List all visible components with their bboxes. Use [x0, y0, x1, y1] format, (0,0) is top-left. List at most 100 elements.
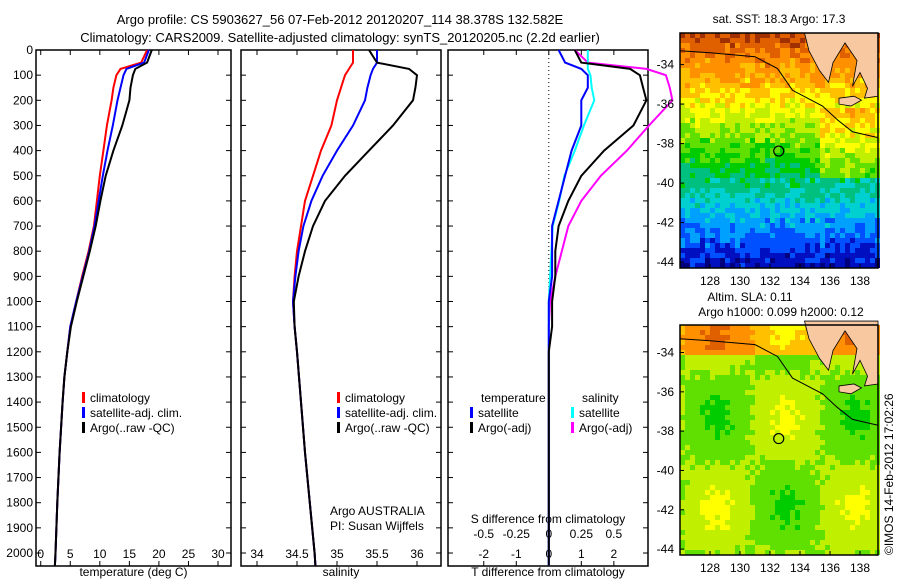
- map-cell: [705, 540, 710, 545]
- map-cell: [760, 530, 765, 535]
- map-cell: [790, 475, 795, 480]
- map-cell: [715, 38, 720, 43]
- map-cell: [680, 103, 685, 108]
- map-cell: [750, 500, 755, 505]
- map-cell: [810, 248, 815, 253]
- map-cell: [830, 360, 835, 365]
- map-cell: [800, 118, 805, 123]
- map-cell: [705, 173, 710, 178]
- map-cell: [810, 450, 815, 455]
- map-cell: [765, 325, 770, 330]
- map-cell: [720, 550, 725, 555]
- map-cell: [690, 435, 695, 440]
- map-cell: [745, 93, 750, 98]
- map-cell: [870, 485, 875, 490]
- map-cell: [755, 450, 760, 455]
- map-cell: [825, 113, 830, 118]
- map-cell: [775, 500, 780, 505]
- map-cell: [715, 138, 720, 143]
- map-cell: [800, 73, 805, 78]
- map-cell: [765, 103, 770, 108]
- map-cell: [730, 330, 735, 335]
- map-cell: [760, 350, 765, 355]
- map-cell: [840, 550, 845, 555]
- map-cell: [870, 188, 875, 193]
- map-cell: [830, 480, 835, 485]
- lat-tick-label: -44: [657, 542, 675, 556]
- map-cell: [800, 545, 805, 550]
- map-cell: [695, 460, 700, 465]
- map-cell: [785, 173, 790, 178]
- map-cell: [870, 385, 875, 390]
- map-cell: [855, 123, 860, 128]
- map-cell: [750, 465, 755, 470]
- map-cell: [705, 218, 710, 223]
- map-cell: [685, 495, 690, 500]
- map-cell: [730, 143, 735, 148]
- lon-tick-label: 128: [700, 561, 720, 575]
- map-cell: [755, 390, 760, 395]
- map-cell: [805, 520, 810, 525]
- map-cell: [730, 153, 735, 158]
- map-cell: [840, 153, 845, 158]
- map-cell: [750, 480, 755, 485]
- map-cell: [845, 138, 850, 143]
- map-cell: [785, 68, 790, 73]
- map-cell: [840, 370, 845, 375]
- map-cell: [800, 410, 805, 415]
- map-cell: [780, 168, 785, 173]
- map-cell: [800, 395, 805, 400]
- map-cell: [825, 158, 830, 163]
- map-cell: [820, 73, 825, 78]
- map-cell: [745, 550, 750, 555]
- map-cell: [840, 163, 845, 168]
- map-cell: [750, 88, 755, 93]
- map-cell: [760, 355, 765, 360]
- map-cell: [750, 440, 755, 445]
- map-cell: [830, 370, 835, 375]
- map-cell: [750, 113, 755, 118]
- map-cell: [715, 113, 720, 118]
- map-cell: [765, 345, 770, 350]
- map-cell: [855, 515, 860, 520]
- map-cell: [775, 243, 780, 248]
- map-cell: [710, 193, 715, 198]
- map-cell: [695, 73, 700, 78]
- map-cell: [820, 103, 825, 108]
- map-cell: [730, 530, 735, 535]
- map-cell: [720, 118, 725, 123]
- map-cell: [750, 375, 755, 380]
- y-tick-label: 300: [13, 118, 33, 132]
- map-cell: [830, 375, 835, 380]
- map-cell: [800, 163, 805, 168]
- s-diff-tick-label: 0.25: [570, 527, 594, 541]
- map-cell: [775, 445, 780, 450]
- map-cell: [715, 163, 720, 168]
- map-cell: [765, 253, 770, 258]
- map-cell: [735, 88, 740, 93]
- map-cell: [825, 83, 830, 88]
- map-cell: [760, 53, 765, 58]
- map-cell: [780, 33, 785, 38]
- map-cell: [815, 360, 820, 365]
- map-cell: [795, 460, 800, 465]
- map-cell: [835, 263, 840, 268]
- map-cell: [785, 495, 790, 500]
- map-cell: [710, 430, 715, 435]
- map-cell: [720, 490, 725, 495]
- map-cell: [710, 133, 715, 138]
- map-cell: [690, 128, 695, 133]
- map-cell: [700, 38, 705, 43]
- map-cell: [835, 425, 840, 430]
- map-cell: [860, 415, 865, 420]
- map-cell: [705, 330, 710, 335]
- map-cell: [825, 495, 830, 500]
- map-cell: [710, 500, 715, 505]
- map-cell: [735, 128, 740, 133]
- map-cell: [820, 223, 825, 228]
- map-cell: [860, 535, 865, 540]
- map-cell: [695, 193, 700, 198]
- map-cell: [715, 203, 720, 208]
- map-cell: [695, 370, 700, 375]
- map-cell: [795, 510, 800, 515]
